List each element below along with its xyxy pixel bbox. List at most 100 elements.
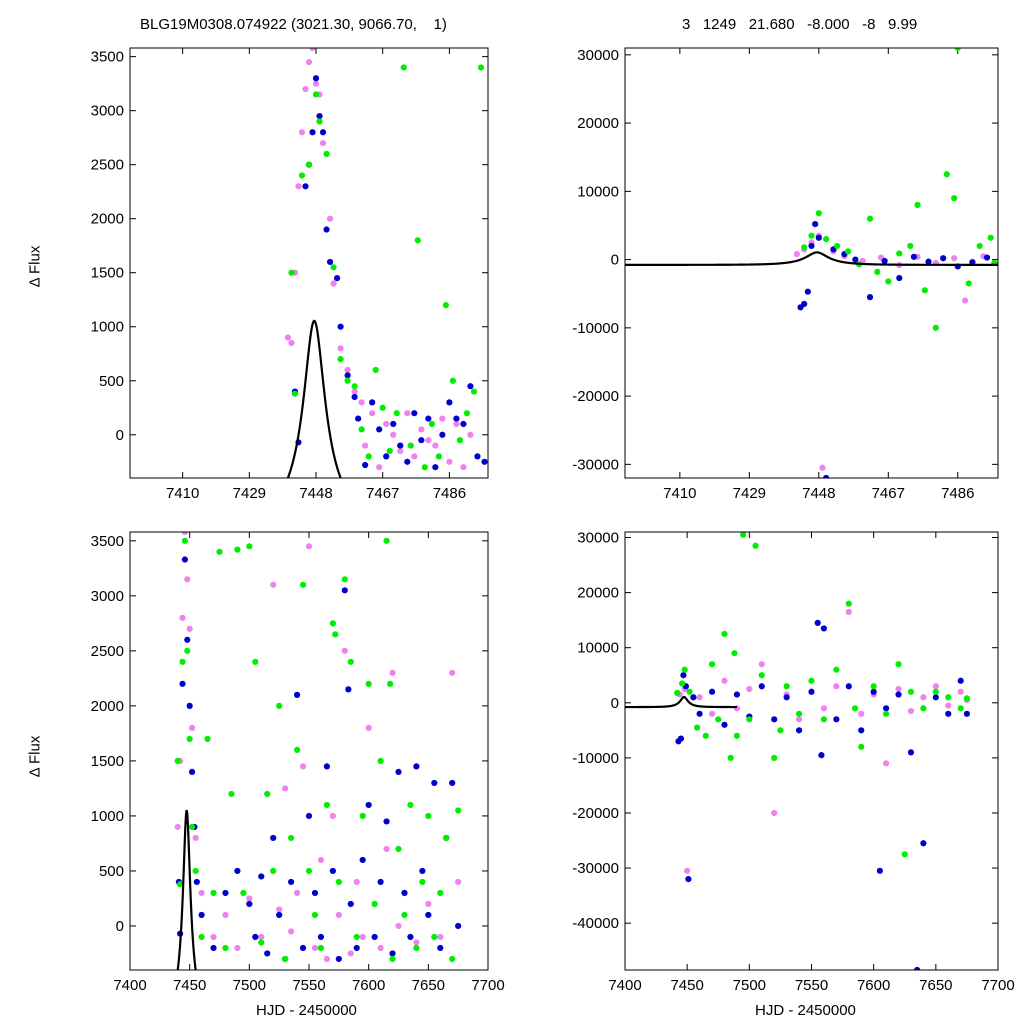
top-left-point-blue bbox=[418, 437, 425, 444]
bottom-left-point-green bbox=[335, 878, 342, 886]
bottom-left-point-pink bbox=[389, 669, 396, 676]
bottom-left-point-green bbox=[317, 944, 325, 952]
bottom-left-point-green bbox=[341, 576, 348, 583]
bottom-left-point-pink bbox=[383, 845, 390, 853]
top-left-point-pink bbox=[288, 339, 295, 347]
top-left-point-green bbox=[414, 237, 421, 244]
bottom-left-point-pink bbox=[341, 647, 348, 654]
bottom-right-point-green bbox=[895, 661, 902, 668]
bottom-left-point-blue bbox=[222, 889, 229, 897]
bottom-right-point-blue bbox=[932, 694, 939, 701]
bottom-right-point-green bbox=[771, 754, 778, 761]
top-left-point-blue bbox=[425, 415, 432, 422]
bottom-left-point-pink bbox=[246, 895, 253, 902]
top-left-point-pink bbox=[411, 453, 418, 460]
top-left-point-green bbox=[400, 64, 407, 71]
top-right-ytick-label: 20000 bbox=[577, 115, 619, 132]
top-left-point-pink bbox=[362, 442, 369, 449]
bottom-left-point-green bbox=[188, 823, 196, 831]
top-left-point-green bbox=[449, 377, 457, 384]
top-right-model-curve bbox=[625, 251, 998, 266]
right-panel-title: 3 1249 21.680 -8.000 -8 9.99 bbox=[682, 16, 918, 33]
bottom-left-point-pink bbox=[293, 889, 301, 897]
bottom-left-point-green bbox=[395, 845, 402, 853]
bottom-left-panel: 7400 7450 7500 7550 7600 7650 7700 0 500 1000 1500… bbox=[91, 531, 505, 994]
top-left-point-green bbox=[442, 302, 449, 309]
top-left-point-blue bbox=[390, 420, 397, 428]
bottom-left-point-blue bbox=[353, 944, 360, 952]
top-right-ytick-label: 0 bbox=[611, 252, 619, 269]
bottom-left-point-pink bbox=[305, 543, 313, 550]
top-left-ytick-label: 1000 bbox=[91, 319, 124, 336]
bottom-left-ytick-label: 1000 bbox=[91, 808, 124, 825]
bottom-left-point-blue bbox=[198, 911, 205, 919]
top-left-point-green bbox=[470, 388, 478, 395]
bottom-right-point-pink bbox=[883, 760, 890, 767]
bottom-right-point-green bbox=[945, 694, 952, 701]
bottom-right-point-green bbox=[845, 600, 852, 607]
bottom-left-points bbox=[174, 532, 462, 963]
bottom-left-point-blue bbox=[377, 878, 384, 886]
bottom-right-point-pink bbox=[721, 677, 728, 684]
bottom-left-point-green bbox=[347, 658, 354, 665]
top-left-point-pink bbox=[295, 183, 302, 190]
top-left-point-pink bbox=[453, 420, 460, 428]
bottom-left-point-pink bbox=[188, 724, 196, 731]
top-left-point-pink bbox=[446, 458, 453, 465]
bottom-left-point-blue bbox=[455, 922, 462, 930]
bottom-left-ytick-label: 3000 bbox=[91, 588, 124, 605]
top-right-point-blue bbox=[896, 274, 903, 282]
top-left-point-pink bbox=[344, 366, 351, 374]
top-right-point-blue bbox=[801, 300, 808, 308]
bottom-left-ytick-label: 500 bbox=[99, 863, 124, 880]
bottom-left-point-blue bbox=[193, 878, 200, 886]
bottom-left-point-blue bbox=[371, 933, 378, 941]
bottom-left-point-blue bbox=[449, 779, 456, 787]
bottom-right-ytick-label: 30000 bbox=[577, 530, 619, 547]
bottom-left-point-blue bbox=[270, 834, 277, 842]
top-left-ytick-label: 0 bbox=[116, 427, 124, 444]
bottom-left-point-blue bbox=[401, 889, 408, 897]
top-right-frame bbox=[624, 47, 999, 479]
top-left-point-pink bbox=[397, 447, 404, 455]
bottom-left-point-blue bbox=[246, 900, 253, 908]
bottom-right-point-pink bbox=[920, 694, 927, 701]
bottom-left-point-blue bbox=[179, 680, 186, 687]
bottom-left-point-green bbox=[252, 658, 259, 665]
bottom-left-point-blue bbox=[186, 702, 193, 709]
top-left-point-blue bbox=[383, 453, 390, 460]
bottom-right-point-green bbox=[681, 666, 688, 673]
bottom-right-point-pink bbox=[833, 683, 840, 690]
bottom-left-ytick-label: 2500 bbox=[91, 643, 124, 660]
top-left-point-green bbox=[456, 437, 464, 444]
top-left-point-blue bbox=[316, 112, 323, 120]
top-left-point-pink bbox=[337, 345, 344, 352]
bottom-left-point-green bbox=[413, 944, 420, 952]
bottom-left-point-blue bbox=[252, 933, 259, 941]
top-left-ytick-label: 3500 bbox=[91, 49, 124, 66]
top-right-xtick-label: 7410 bbox=[663, 485, 696, 502]
top-left-point-blue bbox=[446, 399, 453, 406]
top-right-ytick-label: 30000 bbox=[577, 47, 619, 64]
bottom-left-point-pink bbox=[311, 944, 319, 952]
bottom-left-point-green bbox=[174, 757, 181, 765]
bottom-left-point-green bbox=[186, 735, 193, 742]
bottom-right-point-pink bbox=[895, 685, 902, 693]
bottom-right-point-green bbox=[721, 630, 728, 638]
bottom-right-point-green bbox=[858, 743, 865, 750]
top-left-point-green bbox=[305, 161, 313, 168]
bottom-right-panel: 7400 7450 7500 7550 7600 7650 7700 -40000 -30000… bbox=[572, 530, 1014, 994]
top-right-point-green bbox=[951, 195, 958, 202]
top-left-point-blue bbox=[481, 458, 488, 465]
bottom-left-ytick-label: 0 bbox=[116, 918, 124, 935]
bottom-right-xtick-label: 7550 bbox=[795, 977, 828, 994]
bottom-left-point-blue bbox=[317, 933, 325, 941]
bottom-right-point-green bbox=[746, 716, 753, 723]
top-left-point-pink bbox=[404, 410, 411, 417]
top-right-point-pink bbox=[793, 251, 800, 258]
top-right-point-green bbox=[801, 244, 808, 251]
bottom-left-point-green bbox=[240, 889, 247, 897]
top-left-point-green bbox=[428, 420, 435, 428]
bottom-right-ytick-label: -40000 bbox=[572, 915, 619, 932]
bottom-right-point-green bbox=[758, 672, 765, 679]
